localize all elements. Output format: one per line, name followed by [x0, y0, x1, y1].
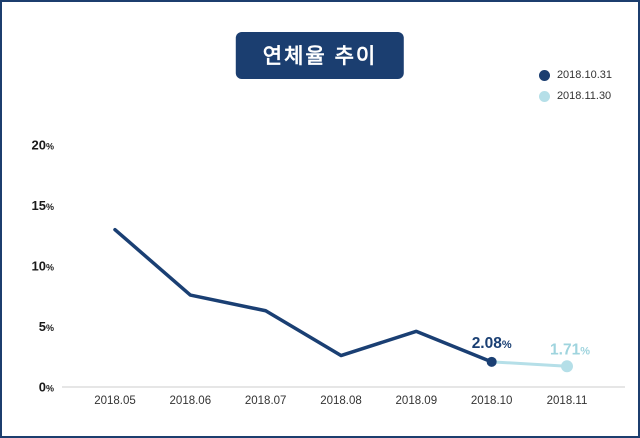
- x-tick-label: 2018.11: [547, 395, 588, 407]
- chart-legend: 2018.10.31 2018.11.30: [538, 69, 612, 102]
- series-line: [113, 227, 494, 364]
- legend-label: 2018.10.31: [556, 69, 612, 81]
- x-tick-label: 2018.06: [170, 395, 212, 407]
- data-point: [486, 356, 497, 367]
- legend-label: 2018.11.30: [556, 90, 612, 102]
- chart-title: 연체율 추이: [262, 45, 378, 68]
- point-label: 2.08%: [472, 335, 512, 352]
- legend-dot-icon: [538, 69, 550, 81]
- legend-dot-icon: [538, 90, 550, 102]
- x-tick-label: 2018.09: [396, 395, 438, 407]
- x-tick-label: 2018.05: [94, 395, 136, 407]
- x-tick-label: 2018.08: [320, 395, 362, 407]
- legend-item-oct: 2018.10.31: [538, 69, 612, 81]
- x-tick-label: 2018.10: [471, 395, 513, 407]
- x-tick-label: 2018.07: [245, 395, 287, 407]
- y-tick-label: 10%: [32, 259, 54, 274]
- data-point: [561, 360, 573, 373]
- y-tick-label: 20%: [32, 138, 54, 153]
- legend-item-nov: 2018.11.30: [538, 90, 612, 102]
- y-tick-label: 0%: [39, 380, 54, 395]
- y-tick-label: 5%: [39, 319, 54, 334]
- chart-title-badge: 연체율 추이: [235, 32, 405, 79]
- series-line: [490, 360, 569, 368]
- y-tick-label: 15%: [32, 198, 54, 213]
- point-label: 1.71%: [550, 341, 590, 358]
